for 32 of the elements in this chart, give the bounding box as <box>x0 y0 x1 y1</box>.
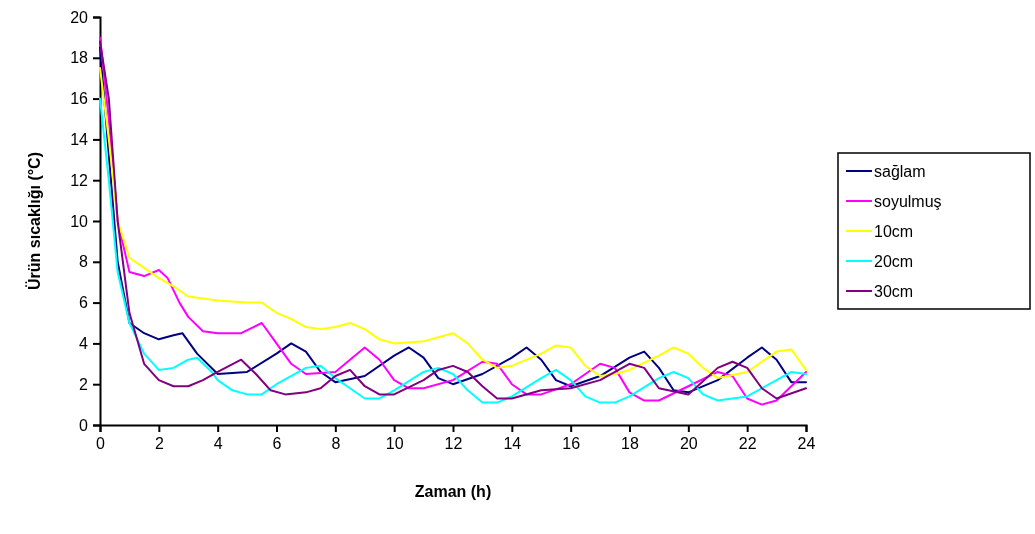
legend-label: sağlam <box>874 163 926 180</box>
x-tick-label: 4 <box>213 435 223 453</box>
x-tick-label: 18 <box>621 435 639 453</box>
y-tick-label: 10 <box>70 212 89 230</box>
legend-label: soyulmuş <box>874 193 942 210</box>
x-tick-label: 10 <box>385 435 404 453</box>
x-tick-label: 12 <box>444 435 463 453</box>
y-tick-label: 18 <box>70 49 89 67</box>
y-tick-label: 6 <box>79 294 89 312</box>
x-tick-label: 6 <box>272 435 282 453</box>
x-axis-title: Zaman (h) <box>414 483 492 500</box>
y-tick-label: 16 <box>70 90 89 108</box>
y-tick-label: 20 <box>70 8 89 26</box>
line-series <box>99 97 807 404</box>
x-tick-label: 14 <box>503 435 522 453</box>
x-tick-label: 0 <box>96 435 106 453</box>
x-tick-label: 2 <box>154 435 164 453</box>
legend-label: 10cm <box>874 223 914 240</box>
x-tick-label: 20 <box>679 435 698 453</box>
legend-label: 20cm <box>874 253 914 270</box>
y-tick-label: 8 <box>79 253 89 271</box>
x-tick-label: 24 <box>797 435 816 453</box>
legend-label: 30cm <box>874 283 914 300</box>
y-tick-label: 12 <box>70 171 89 189</box>
y-tick-label: 0 <box>79 416 89 434</box>
x-tick-label: 8 <box>331 435 341 453</box>
y-tick-label: 4 <box>79 335 89 353</box>
x-tick-label: 16 <box>562 435 581 453</box>
x-tick-label: 22 <box>738 435 757 453</box>
y-tick-label: 2 <box>79 375 89 393</box>
y-axis-title: Ürün sıcaklığı (°C) <box>25 152 43 290</box>
y-tick-label: 14 <box>70 131 89 149</box>
